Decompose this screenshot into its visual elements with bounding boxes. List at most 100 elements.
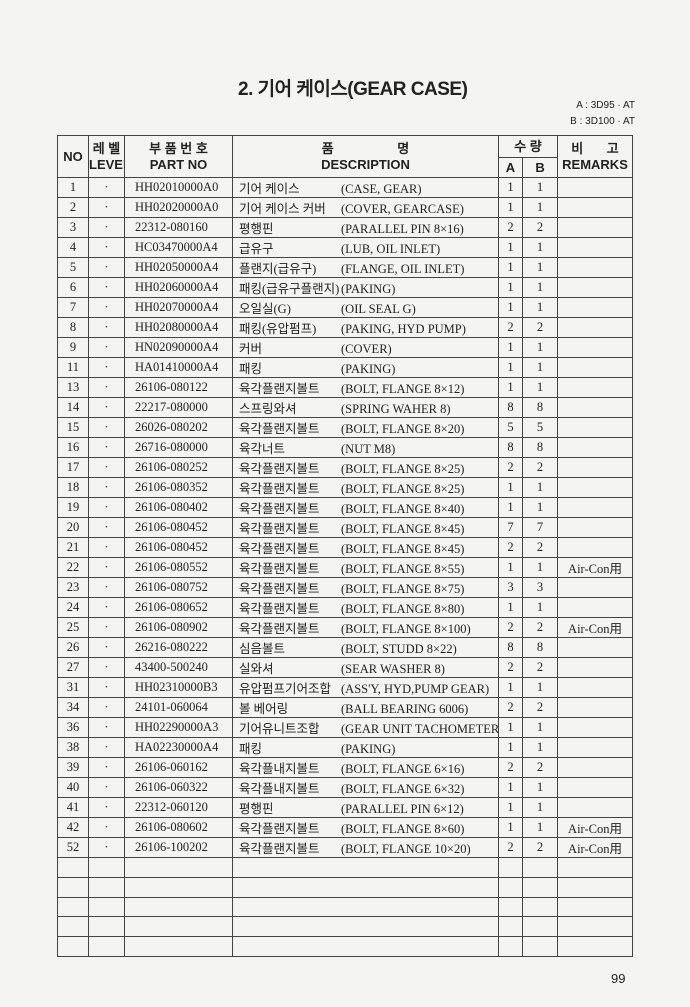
cell-part-no: HC03470000A4: [124, 237, 233, 258]
cell-description: 육각플랜지볼트 (BOLT, FLANGE 8×100): [232, 617, 499, 638]
cell-part-no: 24101-060064: [124, 697, 233, 718]
name-ko: 플랜지(급유구): [239, 262, 317, 276]
cell-level: ·: [88, 837, 125, 858]
cell-part-no: 26106-100202: [124, 837, 233, 858]
cell-level: ·: [88, 337, 125, 358]
name-ko: 육각플랜지볼트: [239, 582, 320, 596]
name-en: (BOLT, FLANGE 8×55): [341, 562, 465, 576]
cell-remarks: [557, 537, 634, 558]
cell-part-no: 26106-080352: [124, 477, 233, 498]
cell-description: 육각플랜지볼트 (BOLT, FLANGE 8×12): [232, 377, 499, 398]
name-en: (BOLT, FLANGE 8×75): [341, 582, 465, 596]
cell-qty-a: 1: [498, 257, 523, 278]
cell-no: 3: [57, 217, 89, 238]
cell-level: ·: [88, 277, 125, 298]
cell-remarks: [557, 697, 634, 718]
cell-part-no: 26106-060162: [124, 757, 233, 778]
cell-description: 육각플랜지볼트 (BOLT, FLANGE 10×20): [232, 837, 499, 858]
cell-no: 21: [57, 537, 89, 558]
cell-qty-b: 2: [521, 657, 559, 678]
cell-qty-b: 2: [521, 697, 559, 718]
cell-remarks: [557, 657, 634, 678]
empty-cell: [498, 936, 523, 957]
cell-qty-a: 5: [498, 417, 523, 438]
cell-description: 육각너트 (NUT M8): [232, 437, 499, 458]
cell-qty-b: 1: [521, 337, 559, 358]
table-row: 8 · HH02080000A4 패킹(유압펌프) (PAKING, HYD PUMP)…: [57, 317, 634, 338]
empty-row: [57, 876, 634, 898]
cell-description: 커버 (COVER): [232, 337, 499, 358]
cell-qty-a: 1: [498, 177, 523, 198]
cell-qty-b: 8: [521, 637, 559, 658]
cell-level: ·: [88, 697, 125, 718]
table-row: 14 · 22217-080000 스프링와셔 (SPRING WAHER 8) 8 8: [57, 397, 634, 418]
empty-cell: [124, 857, 233, 878]
empty-cell: [57, 876, 89, 898]
cell-level: ·: [88, 817, 125, 838]
cell-description: 육각플랜지볼트 (BOLT, FLANGE 8×55): [232, 557, 499, 578]
name-en: (BALL BEARING 6006): [341, 702, 469, 716]
name-ko: 육각플랜지볼트: [239, 522, 320, 536]
cell-level: ·: [88, 637, 125, 658]
cell-description: 심음볼트 (BOLT, STUDD 8×22): [232, 637, 499, 658]
cell-remarks: [557, 577, 634, 598]
name-ko: 육각플내지볼트: [239, 782, 320, 796]
header-description: 품 명 DESCRIPTION: [232, 135, 499, 178]
cell-description: 육각플랜지볼트 (BOLT, FLANGE 8×45): [232, 517, 499, 538]
empty-cell: [498, 857, 523, 878]
cell-qty-b: 1: [521, 597, 559, 618]
cell-no: 8: [57, 317, 89, 338]
cell-qty-b: 1: [521, 677, 559, 698]
name-en: (COVER): [341, 342, 392, 356]
cell-no: 9: [57, 337, 89, 358]
cell-remarks: [557, 797, 634, 818]
cell-part-no: 26106-080452: [124, 537, 233, 558]
cell-qty-b: 8: [521, 437, 559, 458]
cell-remarks: [557, 597, 634, 618]
cell-remarks: [557, 757, 634, 778]
empty-cell: [232, 936, 499, 957]
name-en: (BOLT, FLANGE 6×16): [341, 762, 465, 776]
name-ko: 패킹: [239, 742, 263, 756]
header-text: 레 벨: [92, 140, 121, 156]
cell-no: 18: [57, 477, 89, 498]
cell-qty-b: 2: [521, 757, 559, 778]
name-en: (BOLT, FLANGE 8×45): [341, 522, 465, 536]
cell-description: 플랜지(급유구) (FLANGE, OIL INLET): [232, 257, 499, 278]
cell-remarks: [557, 737, 634, 758]
cell-qty-a: 8: [498, 397, 523, 418]
name-ko: 급유구: [239, 242, 274, 256]
name-ko: 심음볼트: [239, 642, 286, 656]
cell-description: 기어 케이스 (CASE, GEAR): [232, 177, 499, 198]
empty-cell: [232, 876, 499, 898]
cell-qty-a: 2: [498, 317, 523, 338]
table-row: 23 · 26106-080752 육각플랜지볼트 (BOLT, FLANGE 8×75…: [57, 577, 634, 598]
name-en: (BOLT, FLANGE 6×32): [341, 782, 465, 796]
cell-qty-b: 1: [521, 237, 559, 258]
empty-cell: [88, 916, 125, 938]
cell-part-no: 26106-080902: [124, 617, 233, 638]
name-en: (BOLT, FLANGE 8×80): [341, 602, 465, 616]
cell-remarks: Air-Con用: [557, 837, 634, 858]
cell-qty-b: 1: [521, 737, 559, 758]
cell-qty-a: 1: [498, 717, 523, 738]
cell-part-no: 26106-060322: [124, 777, 233, 798]
cell-description: 평행핀 (PARALLEL PIN 6×12): [232, 797, 499, 818]
table-row: 6 · HH02060000A4 패킹(급유구플랜지) (PAKING) 1 1: [57, 277, 634, 298]
page-number: 99: [611, 971, 626, 986]
cell-remarks: [557, 197, 634, 218]
empty-cell: [521, 896, 559, 918]
name-ko: 패킹(유압펌프): [239, 322, 317, 336]
table-row: 13 · 26106-080122 육각플랜지볼트 (BOLT, FLANGE 8×12…: [57, 377, 634, 398]
cell-description: 볼 베어링 (BALL BEARING 6006): [232, 697, 499, 718]
name-en: (BOLT, FLANGE 8×20): [341, 422, 465, 436]
cell-part-no: HH02050000A4: [124, 257, 233, 278]
cell-description: 유압펌프기어조합 (ASS'Y, HYD,PUMP GEAR): [232, 677, 499, 698]
cell-remarks: [557, 237, 634, 258]
cell-level: ·: [88, 737, 125, 758]
name-en: (PAKING, HYD PUMP): [341, 322, 466, 336]
name-en: (CASE, GEAR): [341, 182, 422, 196]
cell-remarks: Air-Con用: [557, 557, 634, 578]
cell-no: 17: [57, 457, 89, 478]
name-en: (COVER, GEARCASE): [341, 202, 464, 216]
